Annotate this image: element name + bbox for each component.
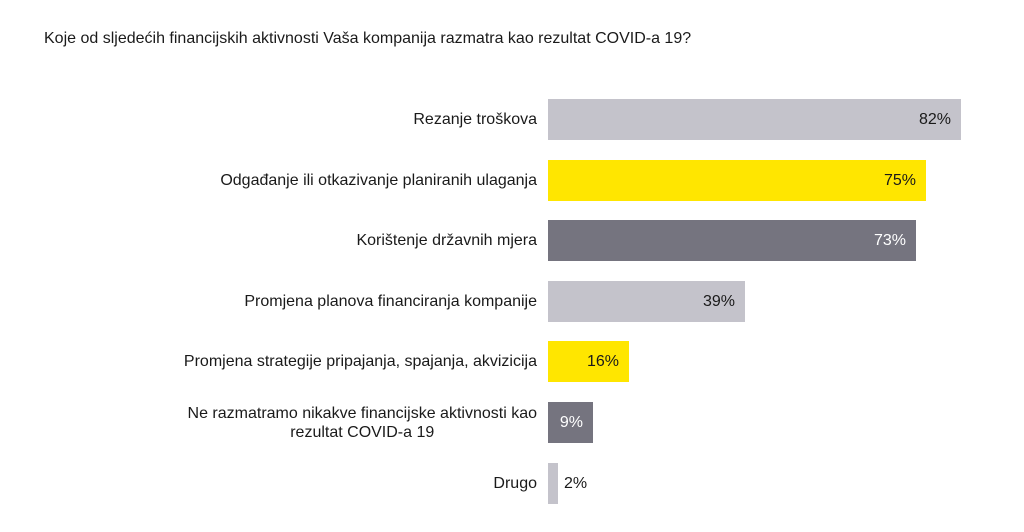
category-label: Ne razmatramo nikakve financijske aktivn… — [37, 402, 537, 443]
chart-title: Koje od sljedećih financijskih aktivnost… — [44, 30, 692, 47]
value-label: 82% — [918, 110, 951, 128]
bar-row: Promjena planova financiranja kompanije … — [0, 281, 1024, 322]
bar — [548, 160, 926, 201]
value-label: 2% — [564, 474, 588, 492]
bar — [548, 281, 745, 322]
category-label-text: Drugo — [493, 475, 537, 492]
bar-row: Ne razmatramo nikakve financijske aktivn… — [0, 402, 1024, 443]
category-label-text: Ne razmatramo nikakve financijske aktivn… — [188, 404, 537, 442]
bar — [548, 341, 629, 382]
bar — [548, 99, 961, 140]
category-label: Odgađanje ili otkazivanje planiranih ula… — [37, 160, 537, 201]
category-label-line2: rezultat COVID-a 19 — [290, 423, 435, 441]
value-label: 16% — [586, 352, 619, 370]
category-label-text: Korištenje državnih mjera — [356, 232, 537, 249]
category-label-text: Rezanje troškova — [413, 111, 537, 128]
bar — [548, 463, 558, 504]
category-label: Korištenje državnih mjera — [37, 220, 537, 261]
bar — [548, 402, 593, 443]
category-label-line1: Ne razmatramo nikakve financijske aktivn… — [187, 404, 537, 422]
bar-row: Odgađanje ili otkazivanje planiranih ula… — [0, 160, 1024, 201]
bar-row: Rezanje troškova 82% — [0, 99, 1024, 140]
bar — [548, 220, 916, 261]
category-label-text: Odgađanje ili otkazivanje planiranih ula… — [220, 172, 537, 189]
category-label-text: Promjena strategije pripajanja, spajanja… — [183, 353, 537, 370]
category-label: Rezanje troškova — [37, 99, 537, 140]
value-label: 39% — [702, 292, 735, 310]
category-label: Promjena strategije pripajanja, spajanja… — [37, 341, 537, 382]
category-label-text: Promjena planova financiranja kompanije — [244, 293, 537, 310]
value-label: 75% — [883, 171, 916, 189]
category-label: Drugo — [37, 463, 537, 504]
category-label: Promjena planova financiranja kompanije — [37, 281, 537, 322]
value-label: 9% — [559, 413, 583, 431]
bar-row: Promjena strategije pripajanja, spajanja… — [0, 341, 1024, 382]
bar-row: Korištenje državnih mjera 73% — [0, 220, 1024, 261]
bar-row: Drugo 2% — [0, 463, 1024, 504]
value-label: 73% — [873, 231, 906, 249]
